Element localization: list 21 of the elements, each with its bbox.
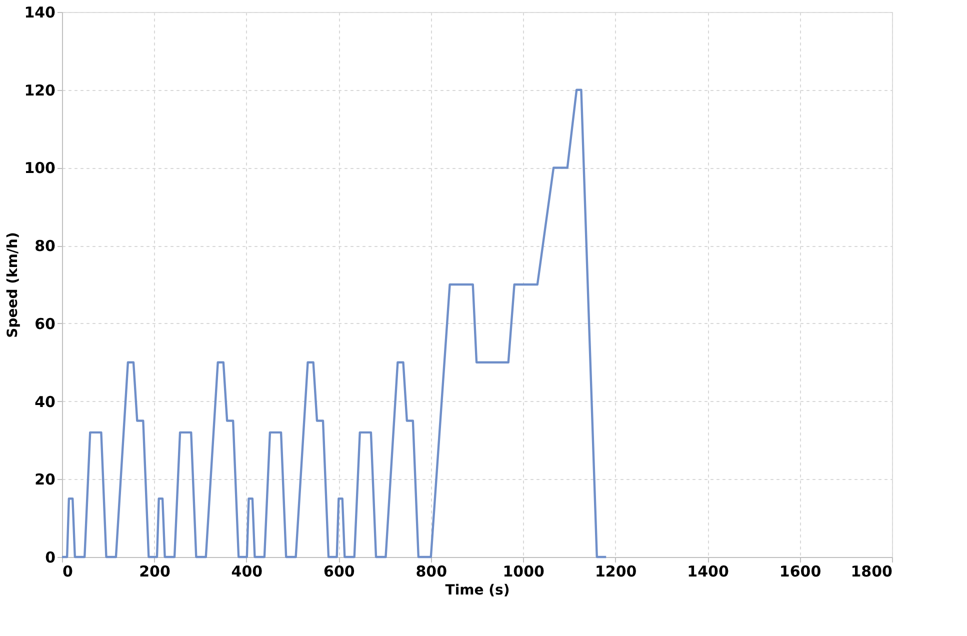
y-tick-label: 140	[24, 4, 56, 22]
x-tick-label: 1800	[850, 562, 892, 580]
x-tick-label: 1200	[594, 562, 637, 580]
x-axis-title: Time (s)	[445, 582, 510, 598]
x-tick-label: 1600	[779, 562, 822, 580]
x-tick-label: 800	[416, 562, 448, 580]
y-tick-label: 40	[34, 392, 56, 411]
line-series	[60, 88, 608, 558]
y-tick-label: 100	[24, 159, 56, 178]
y-tick-label: 80	[34, 237, 56, 256]
y-tick-label: 20	[34, 470, 56, 489]
x-tick-label: 0	[62, 562, 73, 580]
x-tick-label: 600	[324, 562, 355, 580]
x-tick-label: 1000	[502, 562, 544, 580]
y-axis-title: Speed (km/h)	[5, 232, 22, 338]
y-tick-label: 60	[34, 314, 56, 333]
x-tick-label: 200	[139, 562, 170, 580]
y-tick-label: 0	[45, 548, 56, 566]
x-tick-label: 1400	[687, 562, 729, 580]
y-tick-label: 120	[24, 81, 56, 100]
x-tick-label: 400	[231, 562, 263, 580]
